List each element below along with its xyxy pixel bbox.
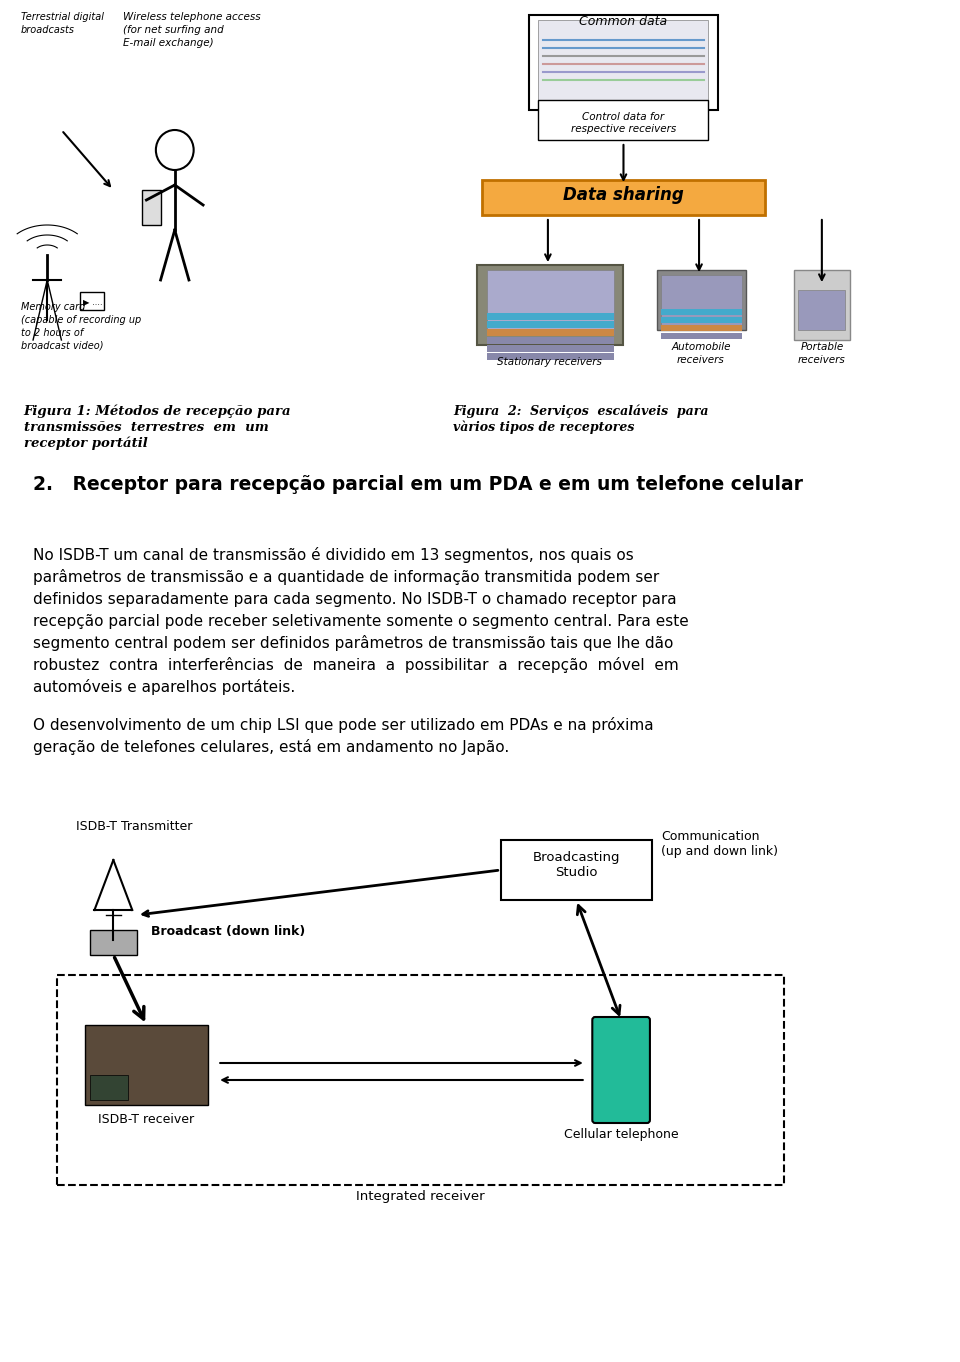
Text: Control data for: Control data for [583,112,664,123]
Text: ISDB-T Transmitter: ISDB-T Transmitter [76,820,192,834]
Bar [661,326,741,331]
Text: receptor portátil: receptor portátil [24,436,148,449]
Bar [89,930,137,955]
Text: recepção parcial pode receber seletivamente somente o segmento central. Para est: recepção parcial pode receber seletivame… [33,614,689,629]
Text: ISDB-T receiver: ISDB-T receiver [98,1113,195,1126]
Bar [487,313,614,320]
Text: No ISDB-T um canal de transmissão é dividido em 13 segmentos, nos quais os: No ISDB-T um canal de transmissão é divi… [33,548,634,563]
Bar [539,99,708,140]
Text: Cellular telephone: Cellular telephone [564,1128,679,1141]
Bar [487,321,614,328]
Bar [142,191,160,225]
Text: Figura  2:  Serviços  escaláveis  para: Figura 2: Serviços escaláveis para [453,405,708,418]
Text: Broadcast (down link): Broadcast (down link) [151,925,305,938]
Bar [501,840,652,900]
Bar [85,1026,207,1105]
Bar [477,266,623,345]
FancyBboxPatch shape [482,180,765,215]
Text: Portable: Portable [801,342,844,351]
Text: Memory card: Memory card [21,302,85,312]
Text: O desenvolvimento de um chip LSI que pode ser utilizado em PDAs e na próxima: O desenvolvimento de um chip LSI que pod… [33,716,654,733]
Text: respective receivers: respective receivers [571,124,676,133]
Text: ▶ ....: ▶ .... [84,298,103,306]
Text: vàrios tipos de receptores: vàrios tipos de receptores [453,421,635,434]
Bar [19,10,322,380]
Text: geração de telefones celulares, está em andamento no Japão.: geração de telefones celulares, está em … [33,740,510,755]
Bar [798,290,846,330]
Bar [57,975,784,1185]
Text: broadcasts: broadcasts [21,25,75,35]
Bar [661,332,741,339]
Bar [661,275,741,326]
Bar [487,353,614,360]
Bar [661,309,741,315]
Bar [661,317,741,323]
Text: automóveis e aparelhos portáteis.: automóveis e aparelhos portáteis. [33,680,296,695]
Text: Figura 1: Métodos de recepção para: Figura 1: Métodos de recepção para [24,405,291,418]
Bar [487,330,614,336]
Text: parâmetros de transmissão e a quantidade de informação transmitida podem ser: parâmetros de transmissão e a quantidade… [33,569,660,586]
Bar [89,1075,128,1100]
Text: Integrated receiver: Integrated receiver [356,1190,485,1203]
Text: Stationary receivers: Stationary receivers [497,357,602,366]
Bar [487,345,614,351]
Bar [81,291,104,311]
Text: receivers: receivers [798,355,846,365]
Text: broadcast video): broadcast video) [21,340,104,351]
Text: Automobile: Automobile [671,342,731,351]
Text: Data sharing: Data sharing [564,187,684,204]
Text: robustez  contra  interferências  de  maneira  a  possibilitar  a  recepção  móv: robustez contra interferências de maneir… [33,656,679,673]
Text: (for net surfing and: (for net surfing and [123,25,224,35]
Text: Communication
(up and down link): Communication (up and down link) [661,829,779,858]
Text: (capable of recording up: (capable of recording up [21,315,141,326]
Bar [539,20,708,99]
Bar [529,15,718,110]
Text: 2.   Receptor para recepção parcial em um PDA e em um telefone celular: 2. Receptor para recepção parcial em um … [33,475,804,494]
Text: Terrestrial digital: Terrestrial digital [21,12,104,22]
Bar [657,270,746,330]
Bar [794,270,851,340]
Text: Broadcasting
Studio: Broadcasting Studio [533,851,620,878]
Text: Wireless telephone access: Wireless telephone access [123,12,260,22]
Bar [487,270,614,335]
Bar [487,336,614,345]
Text: to 2 hours of: to 2 hours of [21,328,83,338]
Text: E-mail exchange): E-mail exchange) [123,38,213,48]
Text: definidos separadamente para cada segmento. No ISDB-T o chamado receptor para: definidos separadamente para cada segmen… [33,592,677,607]
Text: receivers: receivers [677,355,725,365]
FancyBboxPatch shape [592,1017,650,1124]
Text: segmento central podem ser definidos parâmetros de transmissão tais que lhe dão: segmento central podem ser definidos par… [33,635,673,651]
Text: transmissões  terrestres  em  um: transmissões terrestres em um [24,421,269,434]
Text: Common data: Common data [580,15,667,29]
